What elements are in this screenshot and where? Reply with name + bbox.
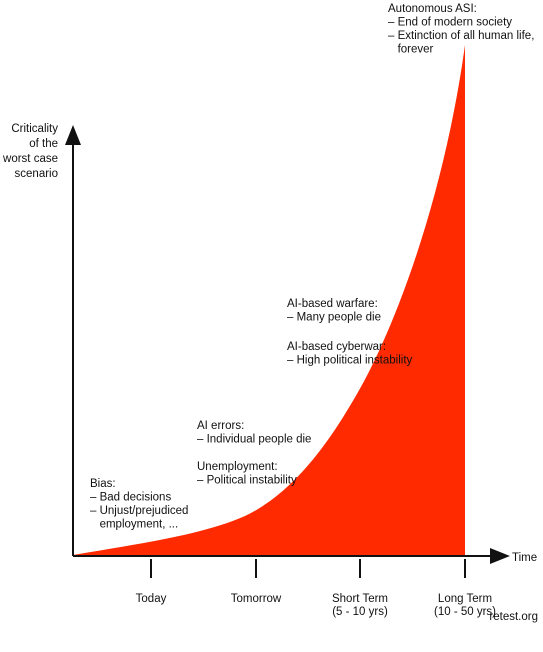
- annotations: Bias: – Bad decisions – Unjust/prejudiced …: [90, 3, 534, 531]
- y-axis-title: Criticality of the worst case scenario: [2, 123, 58, 180]
- annotation-cyberwar: AI-based cyberwar: – High political insta…: [287, 341, 413, 367]
- annotation-ai-errors: AI errors: – Individual people die: [197, 420, 311, 446]
- criticality-area: [73, 45, 465, 556]
- annotation-warfare: AI-based warfare: – Many people die: [287, 298, 381, 324]
- x-tick-marks: [150, 559, 466, 578]
- annotation-asi: Autonomous ASI: – End of modern society – …: [388, 3, 534, 56]
- x-tick-label-3: Short Term (5 - 10 yrs): [332, 593, 388, 618]
- x-tick-labels: Today Tomorrow Short Term (5 - 10 yrs) Long …: [136, 593, 497, 618]
- annotation-bias: Bias: – Bad decisions – Unjust/prejudiced …: [90, 478, 188, 531]
- annotation-unemployment: Unemployment: – Political instability: [197, 461, 297, 487]
- x-tick-label-4: Long Term (10 - 50 yrs): [434, 593, 496, 618]
- credit-text: retest.org: [489, 611, 538, 623]
- x-tick-label-1: Today: [136, 593, 167, 605]
- x-tick-label-2: Tomorrow: [231, 593, 282, 605]
- x-axis-title: Time: [512, 552, 537, 564]
